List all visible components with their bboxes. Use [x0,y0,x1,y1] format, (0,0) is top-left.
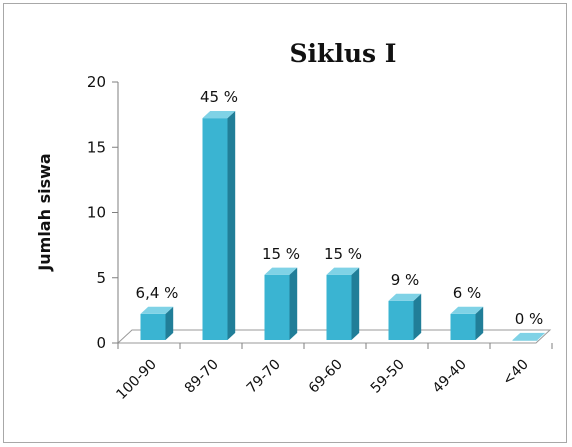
data-label: 9 % [391,271,420,289]
category-labels: 100-90 89-70 79-70 69-60 59-50 49-40 <40 [113,357,531,403]
bar-side [351,267,360,340]
y-tick-label: 10 [87,204,106,222]
bar-front [388,300,414,340]
y-tick-label: 5 [96,269,106,287]
bar-front [264,274,290,340]
bar [512,332,546,341]
category-label: 49-40 [430,357,470,397]
data-label: 6 % [453,284,482,302]
category-label: 89-70 [182,357,222,397]
data-label: 15 % [324,245,362,263]
bar-front [326,274,352,340]
data-label: 6,4 % [136,284,179,302]
y-tick-label: 20 [87,73,106,91]
bar-top [264,267,298,275]
bar-side [475,306,484,340]
y-axis-label: Jumlah siswa [35,153,54,271]
category-label: 59-50 [368,357,408,397]
bar-side [413,293,422,340]
bar-side [227,111,236,340]
bar-side [289,267,298,340]
category-label: 69-60 [306,357,346,397]
y-tick-label: 15 [87,138,106,156]
bar-top [326,267,360,275]
bar [202,111,236,341]
bars [140,111,546,341]
category-label: <40 [500,357,532,389]
bar-front [140,313,166,340]
bar [388,293,422,340]
chart-frame [3,3,567,443]
data-label: 15 % [262,245,300,263]
data-label: 0 % [515,310,544,328]
bar [326,267,360,340]
bar-top [140,306,174,314]
bar-top [388,293,422,301]
bar [450,306,484,340]
y-tick-label: 0 [96,334,106,352]
data-label: 45 % [200,88,238,106]
bar-side [165,306,174,340]
bar-top [512,332,546,340]
bar [264,267,298,340]
bar-front [202,118,228,341]
bar-top [450,306,484,314]
bar-top [202,111,236,119]
data-labels: 6,4 % 45 % 15 % 15 % 9 % 6 % 0 % [136,88,544,328]
category-label: 79-70 [244,357,284,397]
chart-title: Siklus I [289,39,396,68]
bar-front [450,313,476,340]
bar [140,306,174,340]
bar-front [512,340,538,341]
category-label: 100-90 [113,357,159,403]
y-tick-labels: 0 5 10 15 20 [87,73,106,352]
